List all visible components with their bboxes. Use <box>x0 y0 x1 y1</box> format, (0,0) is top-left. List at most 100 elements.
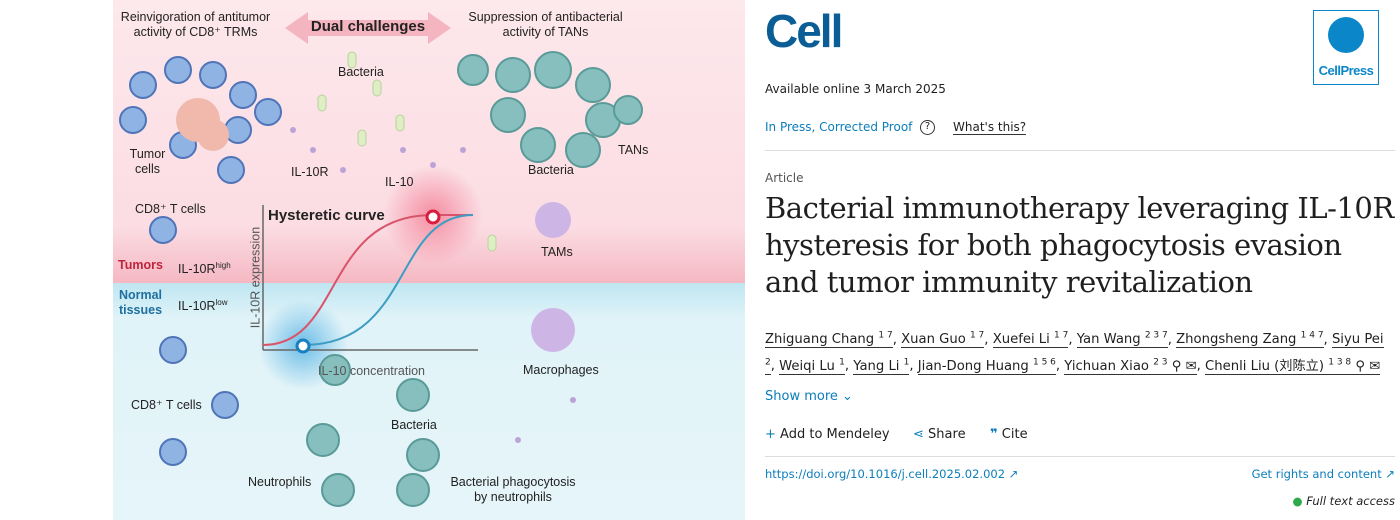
author-affiliation: 2 <box>765 357 771 368</box>
label-top-left: Reinvigoration of antitumor activity of … <box>120 10 271 39</box>
label-high-sup: high <box>215 261 231 270</box>
available-date: Available online 3 March 2025 <box>765 82 946 96</box>
cellpress-icon <box>1328 17 1364 53</box>
author-link[interactable]: Siyu Pei 2 <box>765 332 1384 375</box>
share-button[interactable]: ⋖ Share <box>913 427 966 442</box>
label-low-sup: low <box>215 298 228 307</box>
author-name: Yan Wang <box>1076 332 1141 348</box>
label-il10r-high: IL-10R <box>178 262 216 277</box>
plus-icon: + <box>765 427 776 442</box>
author-link[interactable]: Xuefei Li 1 7 <box>992 331 1069 349</box>
author-link[interactable]: Zhiguang Chang 1 7 <box>765 331 893 349</box>
label-tans: TANs <box>618 143 649 157</box>
author-name: Siyu Pei <box>1331 332 1384 348</box>
label-il10r: IL-10R <box>291 165 329 179</box>
cell-logo[interactable]: Cell <box>765 5 843 57</box>
y-axis-label: IL-10R expression <box>248 226 263 329</box>
author-affiliation: 1 <box>903 357 910 368</box>
graphical-abstract-art <box>113 0 745 520</box>
author-name: Jian-Dong Huang <box>917 358 1029 374</box>
cite-label: Cite <box>1001 427 1028 442</box>
author-affiliation: 1 7 <box>969 331 985 341</box>
article-type: Article <box>765 171 804 185</box>
label-il10r-low: IL-10R <box>178 299 216 314</box>
cellpress-logo[interactable]: CellPress <box>1313 10 1379 85</box>
author-link[interactable]: Weiqi Lu 1 <box>779 357 845 375</box>
article-title: Bacterial immunotherapy leveraging IL-10… <box>765 191 1394 299</box>
label-macrophages: Macrophages <box>523 363 599 377</box>
author-affiliation: 2 3 7 <box>1144 331 1168 341</box>
doi-text: https://doi.org/10.1016/j.cell.2025.02.0… <box>765 467 1006 481</box>
show-more-label: Show more <box>765 389 838 404</box>
cellpress-text: CellPress <box>1318 63 1374 78</box>
chevron-down-icon: ⌄ <box>842 389 853 404</box>
label-tumor-cells: Tumor cells <box>129 147 166 176</box>
label-hysteretic-curve: Hysteretic curve <box>268 207 385 224</box>
blue-curve <box>302 214 474 346</box>
label-bacteria-bottom: Bacteria <box>391 418 437 432</box>
add-to-mendeley-button[interactable]: + Add to Mendeley <box>765 427 890 442</box>
label-tams: TAMs <box>541 245 573 259</box>
share-label: Share <box>928 427 966 442</box>
rights-link[interactable]: Get rights and content ↗ <box>1252 467 1395 481</box>
mendeley-label: Add to Mendeley <box>780 427 890 442</box>
author-affiliation: 1 <box>839 357 845 368</box>
author-link[interactable]: Yichuan Xiao 2 3 ⚲ ✉ <box>1064 357 1197 375</box>
author-link[interactable]: Jian-Dong Huang 1 5 6 <box>917 357 1056 375</box>
author-link[interactable]: Zhongsheng Zang 1 4 7 <box>1176 331 1324 349</box>
author-link[interactable]: Yang Li 1 <box>853 357 910 375</box>
label-neutrophils: Neutrophils <box>248 475 312 489</box>
author-list: Zhiguang Chang 1 7, Xuan Guo 1 7, Xuefei… <box>765 331 1384 375</box>
rights-text: Get rights and content <box>1251 467 1382 481</box>
label-tumors: Tumors <box>118 258 163 272</box>
graphical-abstract: Reinvigoration of antitumor activity of … <box>113 0 745 520</box>
person-icon: ⚲ <box>1171 358 1182 374</box>
divider <box>765 150 1395 151</box>
author-affiliation: 1 4 7 <box>1300 331 1324 341</box>
double-arrow <box>285 12 451 44</box>
author-name: Weiqi Lu <box>779 358 835 374</box>
green-dot-icon: ● <box>1292 494 1303 508</box>
author-affiliation: 1 7 <box>1054 331 1069 341</box>
label-normal-tissues: Normal tissues <box>118 288 163 317</box>
label-bacteria: Bacteria <box>338 65 384 79</box>
author-link[interactable]: Chenli Liu (刘陈立) 1 3 8 ⚲ ✉ <box>1205 357 1381 375</box>
author-affiliation: 1 5 6 <box>1032 357 1056 368</box>
author-name: Yichuan Xiao <box>1064 358 1149 374</box>
x-axis-label: IL-10 concentration <box>318 364 426 378</box>
access-text: Full text access <box>1306 494 1395 508</box>
label-phagocytosis: Bacterial phagocytosis by neutrophils <box>450 475 576 504</box>
author-affiliation: 1 7 <box>878 331 893 341</box>
label-il10: IL-10 <box>385 175 414 189</box>
author-name: Xuan Guo <box>901 332 966 348</box>
divider <box>765 456 1395 457</box>
label-cd8-bottom: CD8⁺ T cells <box>131 398 202 412</box>
external-link-icon: ↗ <box>1008 467 1019 481</box>
author-name: Chenli Liu (刘陈立) <box>1205 358 1325 374</box>
author-name: Xuefei Li <box>992 332 1050 348</box>
doi-link[interactable]: https://doi.org/10.1016/j.cell.2025.02.0… <box>765 467 1018 481</box>
email-icon: ✉ <box>1185 358 1197 374</box>
label-top-right: Suppression of antibacterial activity of… <box>468 10 623 39</box>
red-curve <box>262 214 473 346</box>
label-cd8-top: CD8⁺ T cells <box>135 202 206 216</box>
author-name: Zhiguang Chang <box>765 332 875 348</box>
author-link[interactable]: Xuan Guo 1 7 <box>901 331 985 349</box>
article-header: Cell CellPress Available online 3 March … <box>765 0 1395 520</box>
quote-icon: ❞ <box>990 427 998 442</box>
whats-this-link[interactable]: What's this? <box>953 120 1027 135</box>
email-icon: ✉ <box>1369 358 1381 374</box>
author-name: Zhongsheng Zang <box>1176 332 1297 348</box>
help-icon[interactable]: ? <box>920 120 935 135</box>
high-state-marker <box>425 209 441 225</box>
cite-button[interactable]: ❞ Cite <box>990 427 1028 442</box>
status-link[interactable]: In Press, Corrected Proof <box>765 120 913 134</box>
external-link-icon: ↗ <box>1385 467 1395 481</box>
show-more-button[interactable]: Show more ⌄ <box>765 389 853 404</box>
author-name: Yang Li <box>853 358 900 374</box>
author-affiliation: 1 3 8 <box>1328 357 1352 368</box>
label-bacteria-right: Bacteria <box>528 163 574 177</box>
author-link[interactable]: Yan Wang 2 3 7 <box>1076 331 1168 349</box>
low-state-marker <box>295 338 311 354</box>
author-affiliation: 2 3 <box>1153 357 1168 368</box>
